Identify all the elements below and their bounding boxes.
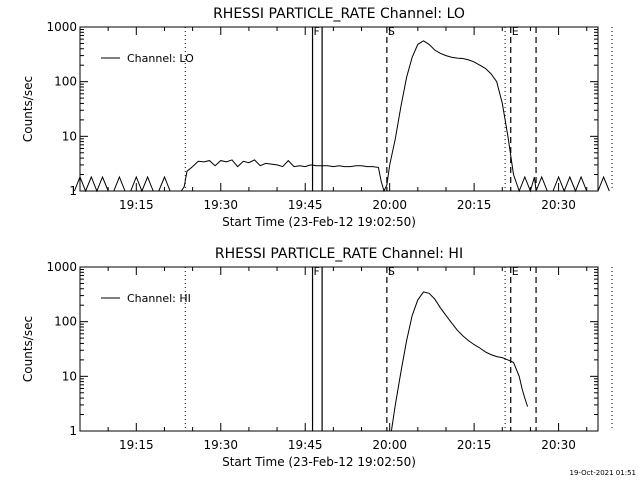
chart-panel-1: RHESSI PARTICLE_RATE Channel: HI 1 10 100 10… <box>21 246 613 469</box>
marker-label-E: E <box>512 25 519 38</box>
x-tick-label: 20:30 <box>541 438 576 452</box>
x-tick-label: 20:15 <box>457 438 492 452</box>
plot-frame <box>79 266 599 432</box>
series-line <box>73 40 610 193</box>
series-line <box>390 291 529 432</box>
x-tick-label: 20:30 <box>541 198 576 212</box>
x-tick-label: 20:00 <box>372 438 407 452</box>
marker-label-S: S <box>388 25 395 38</box>
y-axis-label: Counts/sec <box>21 316 35 382</box>
x-axis-label: Start Time (23-Feb-12 19:02:50) <box>222 215 416 229</box>
y-tick-label: 10 <box>62 129 77 143</box>
y-tick-label: 1 <box>69 424 77 438</box>
y-tick-label: 100 <box>54 315 77 329</box>
chart-title: RHESSI PARTICLE_RATE Channel: LO <box>213 6 465 22</box>
x-tick-label: 19:45 <box>288 438 323 452</box>
x-tick-label: 20:15 <box>457 198 492 212</box>
x-tick-label: 19:15 <box>119 198 154 212</box>
x-tick-label: 19:30 <box>203 438 238 452</box>
legend-label: Channel: LO <box>127 52 194 65</box>
x-axis-label: Start Time (23-Feb-12 19:02:50) <box>222 455 416 469</box>
legend-label: Channel: HI <box>127 292 191 305</box>
y-tick-label: 1000 <box>46 260 77 274</box>
marker-label-S: S <box>388 265 395 278</box>
marker-label-F: F <box>314 265 320 278</box>
footer-timestamp: 19-Oct-2021 01:51 <box>569 469 636 477</box>
marker-label-E: E <box>512 265 519 278</box>
y-axis-label: Counts/sec <box>21 76 35 142</box>
plot-frame <box>79 26 599 192</box>
y-tick-label: 1 <box>69 184 77 198</box>
y-tick-label: 100 <box>54 75 77 89</box>
y-tick-label: 1000 <box>46 20 77 34</box>
x-tick-label: 19:45 <box>288 198 323 212</box>
marker-label-F: F <box>314 25 320 38</box>
x-tick-label: 20:00 <box>372 198 407 212</box>
chart-panel-0: RHESSI PARTICLE_RATE Channel: LO 1 10 100 10… <box>21 6 613 229</box>
x-tick-label: 19:15 <box>119 438 154 452</box>
y-tick-label: 10 <box>62 369 77 383</box>
chart-title: RHESSI PARTICLE_RATE Channel: HI <box>215 246 463 262</box>
x-tick-label: 19:30 <box>203 198 238 212</box>
